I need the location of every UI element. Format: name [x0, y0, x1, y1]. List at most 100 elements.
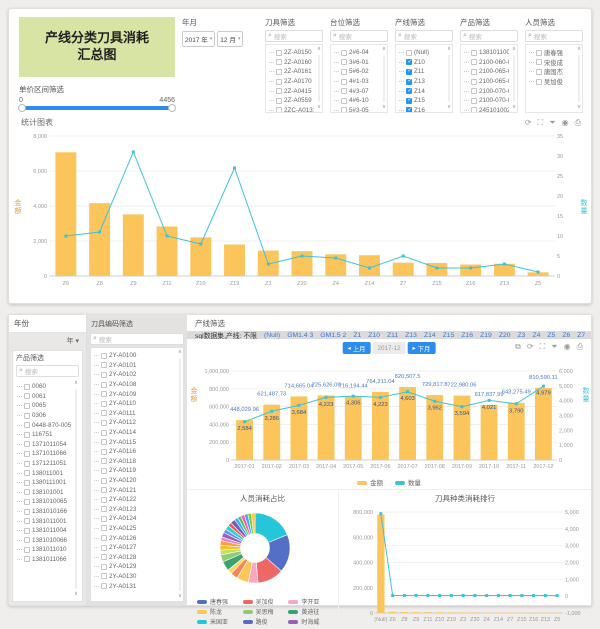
checkbox[interactable] — [536, 78, 542, 85]
checkbox[interactable] — [24, 556, 30, 563]
checkbox[interactable] — [24, 508, 30, 515]
checkbox-item[interactable]: 1380111001 — [17, 478, 71, 488]
checkbox-item[interactable]: Z11 — [399, 67, 444, 77]
scrollbar[interactable] — [74, 389, 77, 589]
checkbox[interactable] — [101, 563, 107, 570]
checkbox-item[interactable]: 138101001 — [17, 488, 71, 498]
checkbox[interactable] — [24, 393, 30, 400]
line-filter-option[interactable]: Z7 — [577, 331, 586, 339]
line-filter-option[interactable]: Z1 — [353, 331, 362, 339]
checkbox[interactable] — [101, 419, 107, 426]
scroll-up-icon[interactable]: ∧ — [316, 46, 321, 52]
checkbox[interactable] — [471, 49, 477, 56]
checkbox-item[interactable]: 2Y-A0118 — [94, 457, 175, 467]
scroll-down-icon[interactable]: ∨ — [381, 103, 386, 110]
checkbox[interactable] — [101, 506, 107, 513]
checkbox[interactable] — [101, 583, 107, 590]
checkbox-item[interactable]: 0306 — [17, 411, 71, 421]
checkbox-item[interactable]: 2Y-A0112 — [94, 418, 175, 428]
checkbox[interactable] — [406, 49, 412, 56]
checkbox[interactable] — [101, 458, 107, 465]
slider-handle-right[interactable] — [168, 104, 176, 112]
product-search-input[interactable]: ⌕ 搜索 — [16, 365, 79, 377]
checkbox-item[interactable]: Z10 — [399, 58, 444, 68]
checkbox[interactable] — [101, 391, 107, 398]
line-filter-option[interactable]: (Null) — [263, 331, 281, 339]
line-filter-option[interactable]: Z19 — [480, 331, 492, 339]
checkbox-item[interactable]: 2Z-A0150 — [269, 48, 314, 58]
checkbox-item[interactable]: 2Z-A0559 — [269, 96, 314, 106]
checkbox-item[interactable]: 吴加俊 — [529, 77, 574, 87]
month-select[interactable]: 12 月 ▾ — [217, 31, 244, 47]
tool-code-search-input[interactable]: ⌕ 搜索 — [90, 333, 184, 345]
checkbox[interactable] — [101, 352, 107, 359]
checkbox-item[interactable]: 5#6-02 — [334, 67, 379, 77]
checkbox-item[interactable]: 2Y-A0130 — [94, 572, 175, 582]
scroll-up-icon[interactable]: ∧ — [381, 46, 386, 52]
checkbox-item[interactable]: 2Y-A0115 — [94, 437, 175, 447]
checkbox[interactable] — [341, 97, 347, 104]
checkbox-item[interactable]: 2ZC-A0131-01 — [269, 106, 314, 112]
year-dropdown[interactable]: 年 ▾ — [66, 338, 79, 345]
legend-item[interactable]: 李开亚 — [288, 597, 332, 606]
checkbox-item[interactable]: 4#3-07 — [334, 86, 379, 96]
checkbox-item[interactable]: 2Y-A0127 — [94, 543, 175, 553]
scrollbar[interactable] — [512, 55, 515, 102]
scrollbar[interactable] — [382, 55, 385, 102]
checkbox[interactable] — [536, 68, 542, 75]
fullscreen-icon[interactable]: ⛶ — [537, 117, 544, 127]
scroll-up-icon[interactable]: ∧ — [177, 349, 182, 355]
checkbox[interactable] — [101, 467, 107, 474]
checkbox[interactable] — [101, 515, 107, 522]
scrollbar[interactable] — [577, 55, 580, 102]
checkbox-item[interactable]: 1381011004 — [17, 526, 71, 536]
line-filter-option[interactable]: Z11 — [387, 331, 399, 339]
checkbox[interactable] — [101, 381, 107, 388]
checkbox[interactable] — [101, 544, 107, 551]
filter-search-input[interactable]: ⌕ 搜索 — [395, 30, 453, 42]
checkbox-item[interactable]: 2451010020 — [464, 106, 509, 112]
legend-item[interactable]: 数量 — [395, 477, 421, 487]
settings-icon[interactable]: ◉ — [561, 117, 569, 127]
checkbox[interactable] — [471, 88, 477, 95]
checkbox[interactable] — [276, 68, 282, 75]
checkbox-item[interactable]: Z14 — [399, 86, 444, 96]
checkbox[interactable] — [276, 88, 282, 95]
scroll-down-icon[interactable]: ∨ — [177, 592, 182, 599]
checkbox-item[interactable]: 2Y-A0122 — [94, 495, 175, 505]
checkbox-item[interactable]: 1381011010 — [17, 545, 71, 555]
scroll-down-icon[interactable]: ∨ — [316, 103, 321, 110]
checkbox-item[interactable]: 2Y-A0123 — [94, 505, 175, 515]
scroll-up-icon[interactable]: ∧ — [576, 46, 581, 52]
checkbox-item[interactable]: Z15 — [399, 96, 444, 106]
checkbox-item[interactable]: 2#6-04 — [334, 48, 379, 58]
checkbox[interactable] — [101, 362, 107, 369]
checkbox-item[interactable]: 5#3-05 — [334, 106, 379, 112]
scroll-down-icon[interactable]: ∨ — [511, 103, 516, 110]
checkbox-item[interactable]: 2Y-A0129 — [94, 562, 175, 572]
checkbox-item[interactable]: 2Y-A0128 — [94, 552, 175, 562]
checkbox[interactable] — [536, 49, 542, 56]
checkbox-item[interactable]: 2Y-A0110 — [94, 399, 175, 409]
legend-item[interactable]: 米国亚 — [197, 617, 241, 626]
checkbox[interactable] — [101, 477, 107, 484]
checkbox-item[interactable]: 2Y-A0125 — [94, 524, 175, 534]
scrollbar[interactable] — [317, 55, 320, 102]
checkbox[interactable] — [24, 441, 30, 448]
checkbox-item[interactable]: 1371211051 — [17, 459, 71, 469]
scroll-down-icon[interactable]: ∨ — [446, 103, 451, 110]
scroll-up-icon[interactable]: ∧ — [511, 46, 516, 52]
checkbox[interactable] — [24, 537, 30, 544]
checkbox-item[interactable]: 1371011054 — [17, 440, 71, 450]
checkbox-item[interactable]: 138011001 — [17, 468, 71, 478]
legend-item[interactable]: 唐春强 — [197, 597, 241, 606]
checkbox-item[interactable]: 2Y-A0121 — [94, 485, 175, 495]
checkbox[interactable] — [406, 59, 412, 66]
checkbox-item[interactable]: 0060 — [17, 382, 71, 392]
checkbox[interactable] — [406, 97, 412, 104]
checkbox[interactable] — [24, 498, 30, 505]
checkbox[interactable] — [101, 429, 107, 436]
checkbox[interactable] — [276, 107, 282, 112]
checkbox-item[interactable]: 4#6-10 — [334, 96, 379, 106]
scroll-up-icon[interactable]: ∧ — [446, 46, 451, 52]
